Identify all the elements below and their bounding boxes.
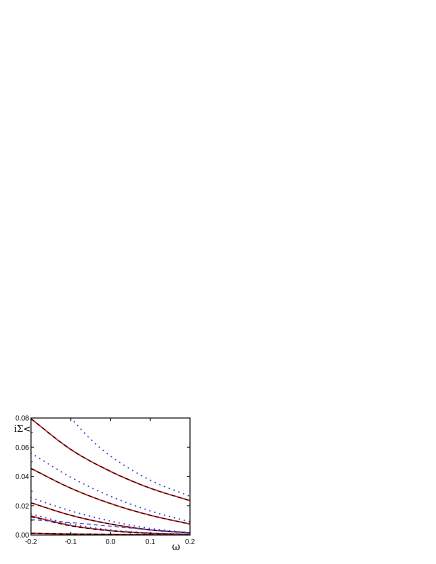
series-line-14-dashed xyxy=(30,519,191,534)
series-line-6-solid xyxy=(30,502,191,534)
series-line-2-dotted xyxy=(70,417,191,497)
series-line-5-dotted xyxy=(30,452,191,523)
y-tick-label: 0.04 xyxy=(15,474,29,481)
tick-layer: -0.2 -0.1 0.0 0.1 0.2 0.00 0.02 0.04 0.06 0.08 xyxy=(15,416,195,547)
series-line-4-dashed xyxy=(30,468,191,525)
series-line-7-dashed xyxy=(30,502,191,534)
x-tick-label: 0.1 xyxy=(145,539,155,546)
series-line-1-dashed xyxy=(30,418,191,502)
x-axis-label: ω xyxy=(172,542,180,553)
plot-frame xyxy=(30,417,191,536)
x-tick-label: 0.2 xyxy=(185,539,195,546)
x-tick-label: -0.2 xyxy=(25,539,37,546)
series-line-11-dotted xyxy=(30,513,191,535)
y-tick-label: 0.08 xyxy=(15,416,29,423)
series-line-3-solid xyxy=(30,467,191,525)
x-tick-label: 0.0 xyxy=(106,539,116,546)
x-tick-label: -0.1 xyxy=(65,539,77,546)
y-tick-label: 0.06 xyxy=(15,445,29,452)
series-line-0-solid xyxy=(30,418,191,502)
series-line-10-dashed xyxy=(30,516,191,535)
y-tick-label: 0.02 xyxy=(15,503,29,510)
y-axis-label: iΣ< xyxy=(14,425,31,435)
series-layer xyxy=(30,417,191,536)
y-tick-label: 0.00 xyxy=(15,533,29,540)
